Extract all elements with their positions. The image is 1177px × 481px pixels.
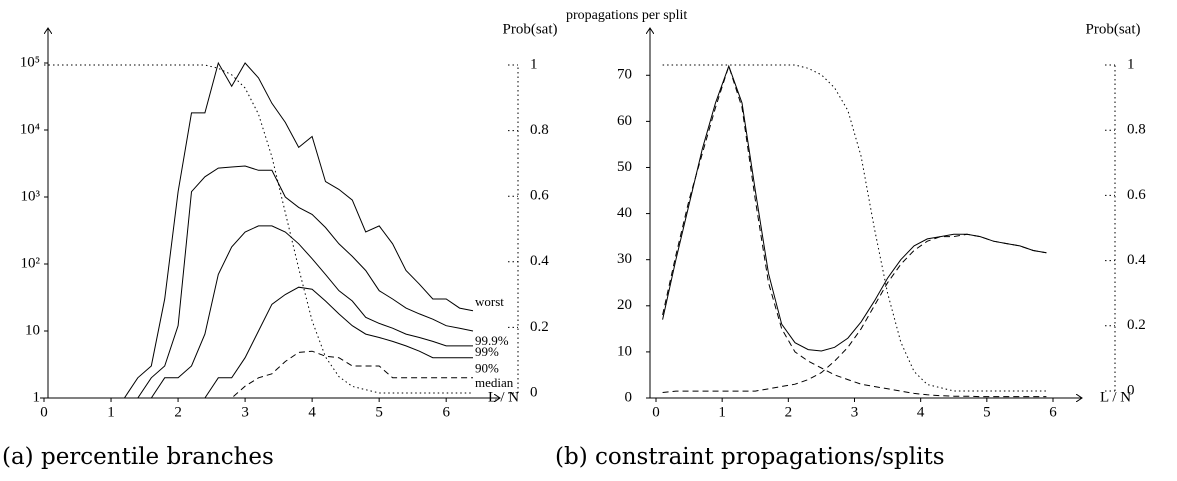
x-tick-label: 2 [785,404,793,420]
y-tick-label: 1 [33,389,41,405]
x-tick-label: 3 [851,404,859,420]
y2-tick-label: 0.8 [530,122,549,138]
x-tick-label: 6 [442,404,450,420]
y-tick-label: 70 [617,67,632,83]
y2-tick-label: 0 [1127,382,1135,398]
y2-axis-label: Prob(sat) [1086,21,1141,37]
x-tick-label: 1 [718,404,726,420]
x-tick-label: 3 [241,404,249,420]
y-tick-label: 40 [617,205,632,221]
series-line [44,350,473,399]
series-line [44,286,473,399]
series-line [44,61,474,399]
y-tick-label: 10 [617,343,632,359]
y2-tick-label: 0 [530,384,538,400]
y2-tick-label: 1 [1127,56,1135,72]
y-tick-label: 0 [625,389,633,405]
series-line [662,64,1047,352]
y-axis-label: propagations per split [566,8,687,23]
y2-tick-label: 0.2 [530,319,549,335]
series-line [44,64,473,394]
x-tick-label: 2 [174,404,182,420]
y-tick-label: 20 [617,297,632,313]
series-line [662,64,1047,392]
x-axis-label: L / N [1100,389,1131,405]
y2-tick-label: 1 [530,56,538,72]
series-label: 90% [475,361,499,376]
y-tick-label: 60 [617,113,632,129]
series-label: 99% [475,344,499,359]
x-tick-label: 1 [107,404,115,420]
series-line [44,165,474,399]
series-line [44,225,473,399]
caption: (a) percentile branches [2,444,274,470]
caption: (b) constraint propagations/splits [555,444,945,470]
x-tick-label: 0 [652,404,660,420]
series-line [662,64,1047,398]
x-tick-label: 5 [983,404,991,420]
y-tick-label: 10³ [21,188,41,204]
series-label: median [475,375,514,390]
x-tick-label: 0 [40,404,48,420]
x-axis-label: L / N [488,389,519,405]
x-tick-label: 4 [308,404,316,420]
series-line [662,233,1047,393]
y2-tick-label: 0.4 [1127,252,1146,268]
x-tick-label: 5 [375,404,383,420]
series-label: worst [475,294,504,309]
y-tick-label: 50 [617,159,632,175]
x-tick-label: 4 [917,404,925,420]
x-tick-label: 6 [1049,404,1057,420]
series-label: 99.9% [475,333,509,348]
y2-axis-label: Prob(sat) [503,21,558,37]
y2-tick-label: 0.8 [1127,122,1146,138]
y-tick-label: 30 [617,251,632,267]
y2-tick-label: 0.4 [530,253,549,269]
y2-tick-label: 0.6 [1127,187,1146,203]
y-tick-label: 10⁴ [20,121,40,137]
y-tick-label: 10 [25,322,40,338]
y-tick-label: 10⁵ [20,54,40,70]
y2-tick-label: 0.2 [1127,317,1146,333]
y2-tick-label: 0.6 [530,188,549,204]
y-tick-label: 10² [21,255,41,271]
